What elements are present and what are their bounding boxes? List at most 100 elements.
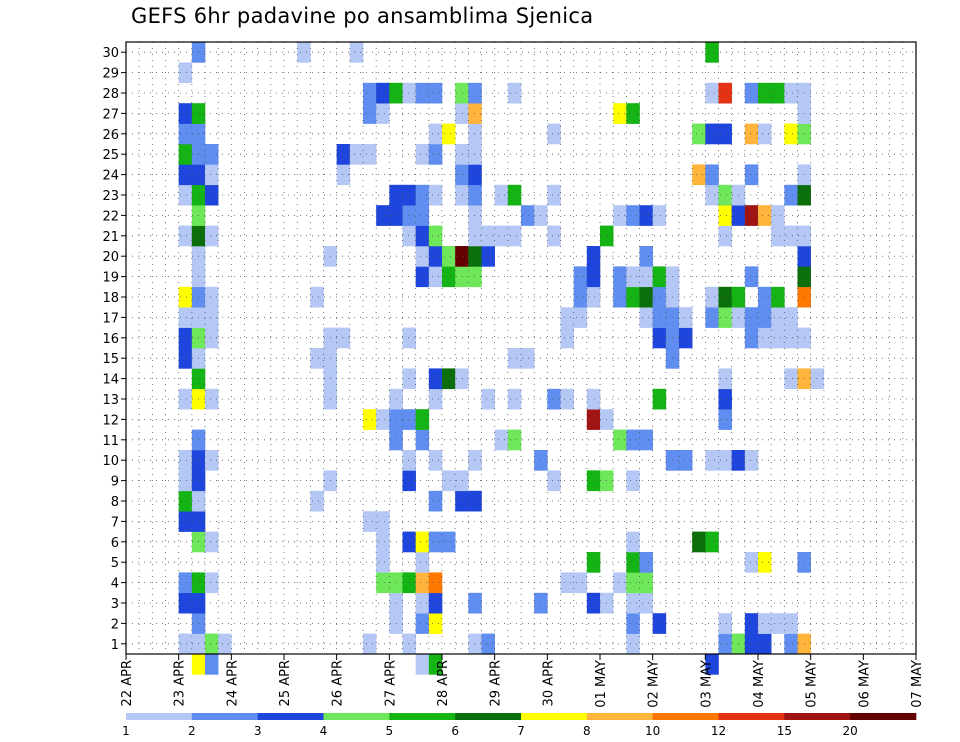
heatmap-cell bbox=[639, 266, 653, 288]
heatmap-cell bbox=[178, 184, 193, 206]
heatmap-cell bbox=[468, 164, 482, 186]
y-tick-label: 22 bbox=[102, 209, 119, 224]
heatmap-cell bbox=[507, 184, 522, 206]
x-tick-label: 25 APR bbox=[278, 660, 293, 706]
heatmap-cell bbox=[705, 164, 719, 186]
heatmap-cell bbox=[402, 327, 416, 349]
heatmap-cell bbox=[336, 327, 351, 349]
heatmap-cell bbox=[415, 531, 430, 553]
y-tick-label: 27 bbox=[102, 107, 119, 122]
heatmap-cell bbox=[679, 327, 693, 349]
heatmap-cell bbox=[415, 572, 430, 594]
heatmap-cell bbox=[758, 286, 772, 308]
heatmap-cell bbox=[468, 266, 482, 288]
heatmap-cell bbox=[586, 409, 601, 430]
x-tick-label: 29 APR bbox=[489, 660, 504, 706]
heatmap-cell bbox=[415, 82, 430, 104]
heatmap-cell bbox=[310, 490, 324, 512]
heatmap-cell bbox=[758, 327, 772, 349]
heatmap-cell bbox=[758, 205, 772, 226]
heatmap-cell bbox=[178, 103, 193, 124]
heatmap-cell bbox=[455, 144, 469, 165]
heatmap-cell bbox=[402, 633, 416, 655]
heatmap-cell bbox=[784, 613, 798, 634]
heatmap-cell bbox=[468, 633, 482, 655]
heatmap-cell bbox=[442, 123, 456, 145]
heatmap-cell bbox=[758, 633, 772, 655]
heatmap-cell bbox=[547, 225, 561, 247]
y-tick-label: 21 bbox=[102, 230, 119, 245]
heatmap-cell bbox=[455, 246, 469, 267]
heatmap-cell bbox=[652, 613, 667, 634]
heatmap-cell bbox=[705, 654, 719, 675]
heatmap-cell bbox=[468, 246, 482, 267]
heatmap-cell bbox=[363, 633, 377, 655]
heatmap-cell bbox=[468, 450, 482, 471]
heatmap-cell bbox=[547, 388, 561, 410]
heatmap-cell bbox=[402, 572, 416, 594]
heatmap-cell bbox=[744, 633, 759, 655]
heatmap-cell bbox=[336, 144, 351, 165]
heatmap-cell bbox=[784, 307, 798, 328]
heatmap-cell bbox=[744, 307, 759, 328]
heatmap-cell bbox=[455, 266, 469, 288]
heatmap-cell bbox=[442, 266, 456, 288]
heatmap-cell bbox=[468, 225, 482, 247]
heatmap-cell bbox=[639, 286, 653, 308]
heatmap-cell bbox=[613, 429, 627, 451]
colorbar-swatch bbox=[389, 713, 456, 720]
y-tick-label: 6 bbox=[111, 536, 119, 551]
heatmap-cell bbox=[468, 144, 482, 165]
heatmap-cell bbox=[718, 286, 732, 308]
heatmap-cell bbox=[402, 531, 416, 553]
heatmap-cell bbox=[613, 266, 627, 288]
heatmap-cell bbox=[705, 184, 719, 206]
heatmap-cell bbox=[718, 307, 732, 328]
heatmap-cell bbox=[468, 490, 482, 512]
heatmap-cell bbox=[626, 613, 640, 634]
heatmap-cell bbox=[178, 307, 193, 328]
heatmap-cell bbox=[455, 490, 469, 512]
heatmap-cell bbox=[718, 225, 732, 247]
heatmap-cell bbox=[402, 368, 416, 390]
heatmap-cell bbox=[507, 388, 522, 410]
heatmap-cell bbox=[376, 511, 390, 532]
heatmap-cell bbox=[758, 82, 772, 104]
y-tick-label: 15 bbox=[102, 352, 119, 367]
heatmap-cell bbox=[744, 123, 759, 145]
y-axis: 1234567891011121314151617181920212223242… bbox=[102, 46, 126, 653]
y-tick-label: 4 bbox=[111, 577, 119, 592]
y-tick-label: 10 bbox=[102, 454, 119, 469]
plot-frame bbox=[125, 41, 917, 655]
heatmap-cell bbox=[402, 409, 416, 430]
y-tick-label: 20 bbox=[102, 250, 119, 265]
heatmap-cell bbox=[178, 490, 193, 512]
heatmap-cell bbox=[205, 307, 219, 328]
heatmap-cell bbox=[613, 103, 627, 124]
plot-border bbox=[125, 41, 917, 655]
heatmap-cell bbox=[586, 470, 601, 492]
colorbar-swatch bbox=[784, 713, 851, 720]
heatmap-cell bbox=[718, 184, 732, 206]
x-tick-label: 23 APR bbox=[173, 660, 188, 706]
heatmap-cell bbox=[402, 184, 416, 206]
y-tick-label: 25 bbox=[102, 148, 119, 163]
heatmap-cell bbox=[679, 307, 693, 328]
x-tick-label: 02 MAY bbox=[647, 660, 662, 708]
y-tick-label: 9 bbox=[111, 475, 119, 490]
heatmap-cell bbox=[718, 388, 732, 410]
heatmap-cell bbox=[428, 368, 443, 390]
y-tick-label: 23 bbox=[102, 189, 119, 204]
heatmap-cell bbox=[415, 205, 430, 226]
heatmap-cell bbox=[784, 123, 798, 145]
heatmap-cell bbox=[376, 409, 390, 430]
heatmap-cell bbox=[705, 82, 719, 104]
heatmap-cell bbox=[428, 654, 443, 675]
heatmap-cell bbox=[468, 184, 482, 206]
heatmap-cell bbox=[468, 82, 482, 104]
heatmap-cell bbox=[758, 307, 772, 328]
colorbar-label: 4 bbox=[320, 724, 328, 738]
heatmap-cell bbox=[626, 205, 640, 226]
colorbar-label: 15 bbox=[777, 724, 792, 738]
